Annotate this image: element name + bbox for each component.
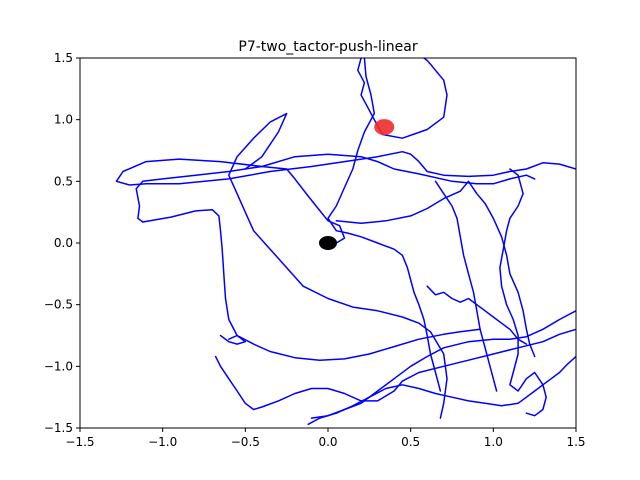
y-tick-label: 0.0 — [54, 236, 73, 250]
target-marker — [374, 119, 395, 136]
chart-title: P7-two_tactor-push-linear — [238, 39, 417, 55]
trajectory-series-1 — [115, 150, 576, 244]
start-marker — [319, 236, 337, 250]
trajectory-series-13 — [434, 180, 498, 392]
trajectory-series-10 — [307, 355, 576, 426]
x-tick-label: −0.5 — [231, 435, 260, 449]
y-tick-label: −1.5 — [44, 421, 73, 435]
x-tick-label: 1.0 — [484, 435, 503, 449]
trajectory-series-6 — [327, 58, 442, 392]
trajectory-series-8 — [219, 334, 247, 345]
trajectory-series-9 — [214, 328, 576, 411]
x-tick-label: 1.5 — [566, 435, 585, 449]
trajectory-series-7 — [335, 180, 536, 358]
y-tick-label: 1.0 — [54, 113, 73, 127]
y-tick-label: −1.0 — [44, 359, 73, 373]
x-tick-label: −1.0 — [148, 435, 177, 449]
x-tick-label: −1.5 — [65, 435, 94, 449]
trajectory-series-4 — [228, 112, 448, 419]
y-tick-label: 0.5 — [54, 174, 73, 188]
y-tick-label: 1.5 — [54, 51, 73, 65]
trajectory-series-11 — [310, 310, 576, 419]
trajectory-series-12 — [499, 168, 547, 417]
y-tick-label: −0.5 — [44, 298, 73, 312]
x-tick-label: 0.0 — [318, 435, 337, 449]
trajectory-series-14 — [426, 285, 528, 345]
x-tick-label: 0.5 — [401, 435, 420, 449]
trajectory-series-3 — [142, 208, 481, 361]
plot-area — [115, 58, 576, 426]
trajectory-series-5 — [357, 58, 448, 139]
trajectory-series-2 — [135, 153, 536, 223]
axes: −1.5 −1.0 −0.5 0.0 0.5 1.0 1.5 −1.5 −1.0 −0.5 0.0 0… — [44, 51, 586, 449]
